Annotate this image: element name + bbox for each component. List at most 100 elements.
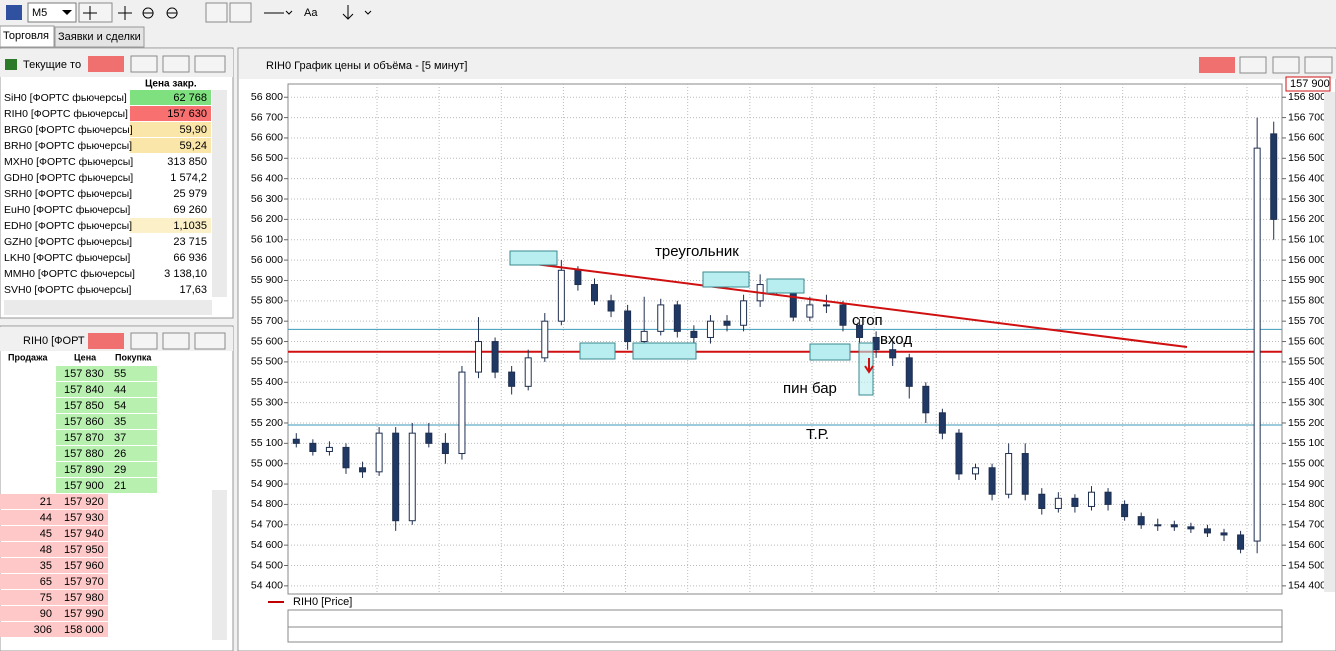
price-level: 157 940 [64,528,104,540]
link-button[interactable] [88,333,124,349]
close-button[interactable] [1304,56,1333,74]
close-button[interactable] [194,55,226,73]
y2-tick-label: 155 000 [1288,457,1326,469]
min-button[interactable] [130,55,158,73]
close-price: 25 979 [173,188,207,200]
instrument-name: MXH0 [ФОРТС фьючерсы] [4,156,133,168]
time-axis [287,609,1283,643]
price-level: 157 830 [64,368,104,380]
scrollbar[interactable] [1324,92,1335,592]
sell-volume: 75 [40,592,52,604]
close-price: 59,24 [179,140,207,152]
candle-body [1220,532,1228,536]
y-tick-label: 55 100 [251,437,283,449]
y-tick-label: 55 700 [251,315,283,327]
annotation: стоп [852,312,883,329]
min-button[interactable] [1239,56,1267,74]
candle-body [723,320,731,326]
candle-body [1054,497,1062,509]
instrument-name: MMH0 [ФОРТС фьючерсы] [4,268,135,280]
scrollbar[interactable] [212,90,227,297]
sell-volume: 306 [34,624,52,636]
price-level: 157 960 [64,560,104,572]
annotation: Т.Р. [806,426,829,443]
font-button[interactable]: Aa [304,7,318,19]
close-button[interactable] [194,332,226,350]
highlight-box [579,342,616,360]
candle-body [905,357,913,387]
close-price: 313 850 [167,156,207,168]
link-button[interactable] [88,56,124,72]
price-cell [130,218,211,233]
timeframe-select[interactable] [27,2,77,23]
chart: 54 400 54 500 54 600 54 700 54 800 54 900 55 0… [251,84,1326,642]
price-cell [130,90,211,105]
candle-body [607,300,615,312]
y-tick-label: 54 900 [251,478,283,490]
hand-button[interactable] [205,2,228,23]
y-tick-label: 55 400 [251,376,283,388]
panel-title: Текущие то [23,59,81,71]
sell-volume: 21 [40,496,52,508]
y2-tick-label: 155 100 [1288,437,1326,449]
pan-button[interactable] [229,2,252,23]
last-price: 157 900 [1290,78,1330,90]
candle-body [557,269,565,322]
bid-cell [56,398,157,413]
price-cell [130,154,211,169]
line-tool[interactable] [264,10,293,15]
price-cell [130,250,211,265]
tab[interactable]: Торговля [3,30,49,42]
tab-active[interactable] [0,25,55,48]
sell-volume: 35 [40,560,52,572]
sell-volume: 45 [40,528,52,540]
y2-tick-label: 156 000 [1288,254,1326,266]
max-button[interactable] [162,332,190,350]
candle-body [706,320,714,338]
close-price: 62 768 [173,92,207,104]
bid-cell [56,414,157,429]
y2-tick-label: 156 200 [1288,213,1326,225]
y-tick-label: 54 800 [251,498,283,510]
tool-icons[interactable] [118,6,178,20]
y-tick-label: 55 500 [251,356,283,368]
candle-body [441,442,449,455]
candle-body [922,385,930,414]
scrollbar[interactable] [212,490,227,640]
quotes-table: SiH0 [ФОРТС фьючерсы] 62 768 RIH0 [ФОРТС ф… [4,90,211,297]
candle-body [1203,528,1211,534]
min-button[interactable] [130,332,158,350]
candle-body [872,336,880,351]
ask-cell [0,622,108,637]
scrollbar[interactable] [4,300,212,315]
max-button[interactable] [162,55,190,73]
link-button[interactable] [1199,57,1235,73]
y-tick-label: 56 100 [251,234,283,246]
panel-title: RIH0 [ФОРТ [23,335,85,347]
buy-volume: 35 [114,416,126,428]
close-price: 3 138,10 [164,268,207,280]
candle-body [1137,516,1145,526]
candle-body [690,330,698,338]
candle-body [1237,534,1245,550]
buy-volume: 54 [114,400,126,412]
tab[interactable]: Заявки и сделки [58,31,141,43]
tab[interactable] [54,26,145,48]
y-tick-label: 55 800 [251,295,283,307]
instrument-name: GDH0 [ФОРТС фьючерсы] [4,172,133,184]
y2-tick-label: 156 300 [1288,193,1326,205]
candle-body [375,432,383,473]
y2-tick-label: 156 600 [1288,132,1326,144]
highlight-box [509,250,558,266]
y-tick-label: 55 900 [251,274,283,286]
column-header: Продажа [8,352,49,362]
instrument-name: RIH0 [ФОРТС фьючерсы] [4,108,128,120]
y2-tick-label: 155 200 [1288,417,1326,429]
chart-icon[interactable] [6,5,22,20]
candle-body [856,324,864,338]
y2-tick-label: 155 900 [1288,274,1326,286]
legend-label: RIH0 [Price] [293,596,352,608]
max-button[interactable] [1272,56,1300,74]
instrument-name: BRH0 [ФОРТС фьючерсы] [4,140,132,152]
arrow-tool[interactable] [342,5,372,20]
